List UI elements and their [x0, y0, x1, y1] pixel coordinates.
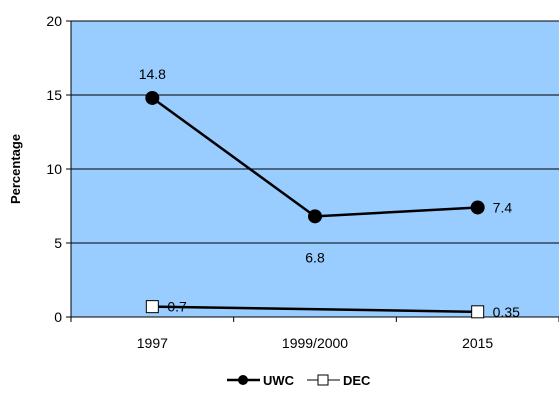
data-point	[470, 200, 485, 215]
data-point	[145, 90, 160, 105]
legend-label: DEC	[343, 373, 371, 388]
series-dec: 0.7 0.35	[145, 299, 520, 320]
y-tick-label: 5	[54, 235, 62, 251]
data-point	[308, 209, 322, 224]
y-ticks: 0 5 10 15 20	[46, 13, 71, 325]
series-uwc: 14.8 6.8 7.4	[139, 66, 513, 265]
y-axis-title: Percentage	[8, 134, 23, 204]
x-tick-label: 1999/2000	[282, 335, 348, 351]
data-label: 0.35	[493, 304, 520, 320]
data-point	[145, 300, 159, 314]
legend-item-uwc: UWC	[227, 373, 295, 388]
legend-marker	[317, 374, 329, 386]
x-ticks: 1997 1999/2000 2015	[70, 317, 559, 351]
data-label: 14.8	[139, 66, 166, 82]
data-label: 7.4	[493, 199, 513, 215]
data-point	[471, 305, 485, 319]
legend-label: UWC	[263, 373, 295, 388]
series-layer: 14.8 6.8 7.4 0.7 0.35	[139, 66, 520, 320]
y-tick-label: 15	[46, 87, 62, 103]
legend-item-dec: DEC	[307, 373, 371, 388]
x-tick-label: 2015	[462, 335, 493, 351]
legend: UWC DEC	[227, 373, 371, 388]
data-label: 0.7	[167, 299, 187, 315]
series-line	[152, 305, 478, 314]
x-tick-label: 1997	[137, 335, 168, 351]
data-label: 6.8	[305, 249, 325, 265]
legend-marker	[238, 375, 248, 385]
y-tick-label: 20	[46, 13, 62, 29]
y-tick-label: 0	[54, 309, 62, 325]
y-tick-label: 10	[46, 161, 62, 177]
